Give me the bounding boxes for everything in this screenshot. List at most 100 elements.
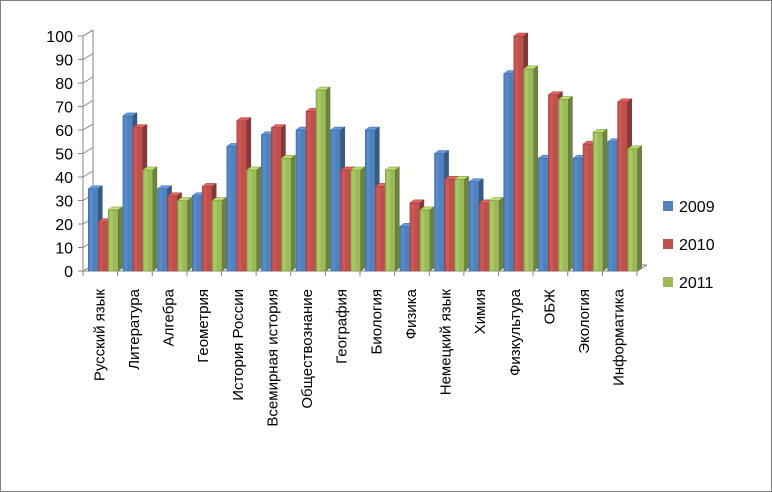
x-tick-label: География [334,289,351,364]
legend-swatch [663,201,673,211]
x-tick-label: Немецкий язык [438,289,455,396]
legend: 2009 2010 2011 [663,199,715,292]
y-tick-depth [82,100,94,107]
bar-highlight [332,131,336,271]
bar-highlight [109,210,113,271]
x-tick-label: Литература [126,288,143,369]
bar-side [568,95,573,272]
bar-side [360,166,365,272]
x-tick-label: ОБЖ [541,289,558,325]
bar-highlight [159,189,163,271]
x-tick-label: История России [230,289,247,401]
x-tick-label: Геометрия [195,289,212,363]
bar-side [602,128,608,272]
bar-highlight [559,100,563,271]
bar [557,95,574,272]
legend-swatch [663,277,673,287]
y-tick-label: 70 [55,100,73,117]
bar [142,166,158,272]
bar-highlight [179,201,183,271]
legend-swatch [663,239,673,249]
bar-highlight [574,159,578,271]
bar-side [325,86,331,272]
y-tick-depth [82,147,94,154]
bar-highlight [539,159,543,271]
y-tick-label: 60 [55,123,73,140]
y-tick-label: 100 [46,29,73,46]
bar [453,175,470,272]
bar-side [498,197,504,272]
bar [523,65,539,272]
bar [107,206,124,272]
bar [349,166,366,272]
legend-item: 2010 [663,237,715,254]
x-tick-label: Физика [403,288,420,339]
y-tick-depth [82,76,94,84]
y-tick-depth [82,53,94,60]
bar-highlight [366,131,370,271]
bar [246,166,262,272]
bar-highlight [193,196,197,271]
bar-highlight [594,133,598,271]
bar-highlight [317,91,321,271]
bar-side [256,166,262,272]
legend-label: 2010 [679,237,715,254]
bar-side [637,145,642,272]
bar-highlight [99,222,103,271]
bar-highlight [376,187,380,271]
bar-highlight [421,210,425,271]
bar [384,166,401,272]
bar-highlight [213,201,217,271]
bar-highlight [297,131,301,271]
bar-highlight [386,170,390,271]
bar-highlight [203,187,207,271]
bar [626,145,643,272]
bar-highlight [228,147,232,271]
bar-side [464,175,469,272]
y-tick-label: 90 [55,53,73,70]
bar-highlight [282,159,286,271]
bar-side [429,206,435,272]
bar-highlight [248,170,252,271]
bar-highlight [629,149,633,271]
legend-item: 2009 [663,199,715,216]
bar-side [221,197,227,272]
x-tick-label: Информатика [611,288,628,386]
bar [419,206,435,272]
y-tick-depth [82,29,94,37]
legend-label: 2011 [679,275,714,292]
legend-item: 2011 [663,275,714,292]
bar [211,197,227,272]
bar-highlight [525,69,529,272]
bar-highlight [619,102,623,271]
y-tick-depth [82,170,94,178]
x-tick-label: Алгебра [161,288,178,346]
bar [176,197,193,272]
bar-highlight [584,145,588,271]
bar-highlight [342,170,346,271]
y-tick-label: 80 [55,76,73,93]
bar-side [533,65,539,272]
bar-highlight [470,182,474,271]
bar-highlight [549,95,553,271]
x-tick-label: Физкультура [507,288,524,376]
bar-highlight [490,201,494,271]
bar-highlight [238,121,242,271]
bar-side [118,206,123,272]
bar-highlight [134,128,138,271]
x-tick-label: Всемирная история [264,289,281,427]
x-tick-label: Экология [576,289,593,354]
y-tick-label: 0 [64,264,73,281]
bar-side [187,197,192,272]
y-tick-label: 10 [55,241,73,258]
bar-highlight [609,142,613,271]
y-tick-label: 40 [55,170,73,187]
bar-side [395,166,400,272]
x-tick-label: Русский язык [91,289,108,382]
bar-highlight [515,37,519,271]
bar-highlight [89,189,93,271]
bar [315,86,331,272]
bar-highlight [124,116,128,272]
